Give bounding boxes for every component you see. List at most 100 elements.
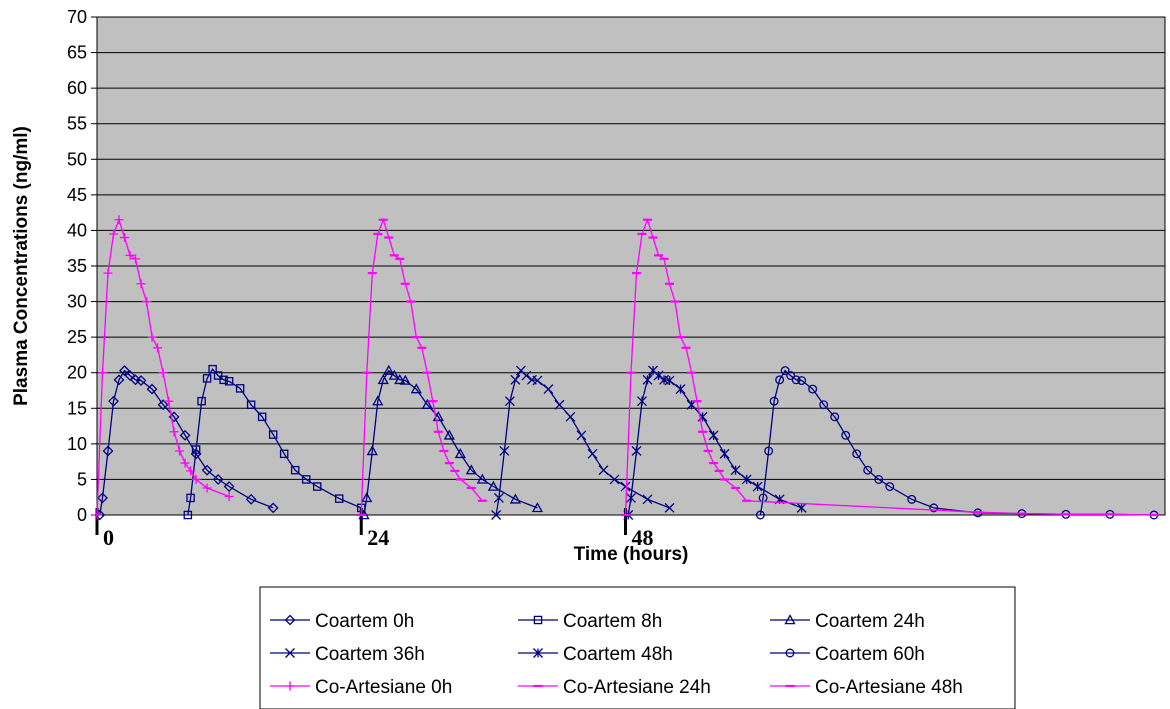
data-point <box>487 480 499 491</box>
data-point <box>784 614 796 625</box>
series-line <box>363 369 538 516</box>
data-point <box>443 429 455 440</box>
legend-label: Coartem 8h <box>563 611 662 632</box>
data-point <box>907 494 917 504</box>
series-line <box>99 369 274 516</box>
legend-label: Coartem 48h <box>563 644 673 665</box>
legend-item: Coartem 48h <box>518 644 673 665</box>
data-point <box>334 494 344 503</box>
legend-label: Coartem 0h <box>315 611 414 632</box>
data-point <box>290 465 300 475</box>
data-point <box>675 384 686 395</box>
data-point <box>201 464 213 476</box>
legend-label: Co-Artesiane 48h <box>815 677 963 698</box>
legend-item: Coartem 8h <box>518 611 662 632</box>
data-point <box>279 449 289 459</box>
data-point <box>267 502 279 514</box>
data-point <box>388 369 400 380</box>
series-8 <box>620 217 1159 517</box>
y-tick-label: 70 <box>67 7 87 27</box>
data-point <box>775 375 785 385</box>
data-point <box>885 482 895 492</box>
legend-item: Coartem 24h <box>770 611 925 632</box>
data-point <box>741 474 752 485</box>
y-tick-label: 35 <box>67 256 87 276</box>
data-point <box>197 396 206 406</box>
data-point <box>208 364 217 374</box>
data-point <box>399 374 411 385</box>
data-point <box>103 268 113 278</box>
data-point <box>504 396 515 407</box>
y-tick-label: 5 <box>77 469 87 489</box>
data-point <box>180 458 190 468</box>
series-7 <box>356 217 487 517</box>
data-point <box>730 465 741 476</box>
data-point <box>531 502 544 513</box>
data-point <box>808 384 818 394</box>
data-point <box>626 492 636 503</box>
series-6 <box>92 215 234 520</box>
legend-label: Co-Artesiane 24h <box>563 677 711 698</box>
data-point <box>202 483 212 493</box>
data-point <box>191 445 201 454</box>
data-point <box>257 412 267 422</box>
y-tick-label: 25 <box>67 327 87 347</box>
data-point <box>158 368 168 378</box>
data-point <box>620 481 631 492</box>
legend-box <box>259 586 1016 709</box>
data-point <box>109 229 119 239</box>
data-point <box>576 430 587 441</box>
data-point <box>841 430 851 440</box>
gridlines <box>97 52 1165 480</box>
data-point <box>246 400 256 409</box>
series-3 <box>491 365 675 520</box>
data-point <box>664 375 675 386</box>
data-point <box>114 215 124 225</box>
y-tick-label: 10 <box>67 434 87 454</box>
y-tick-label: 60 <box>67 78 87 98</box>
data-point <box>499 446 510 456</box>
data-point <box>780 366 790 376</box>
data-point <box>186 493 195 503</box>
data-point <box>213 371 223 380</box>
data-point <box>124 370 136 381</box>
data-point <box>245 493 257 505</box>
data-point <box>493 492 504 503</box>
legend-item: Coartem 0h <box>270 611 414 632</box>
data-point <box>284 614 296 626</box>
data-point <box>533 648 543 658</box>
data-point <box>153 343 163 353</box>
legend-label: Coartem 24h <box>815 611 925 632</box>
data-point <box>142 297 152 307</box>
data-point <box>852 449 862 459</box>
legend-label: Co-Artesiane 0h <box>315 677 452 698</box>
data-point <box>164 396 174 406</box>
data-point <box>708 430 719 441</box>
series-1 <box>183 364 366 520</box>
data-point <box>830 412 840 422</box>
legend-item: Co-Artesiane 0h <box>270 677 452 698</box>
x-dose-label: 24 <box>367 525 389 550</box>
data-point <box>135 375 147 386</box>
y-tick-label: 15 <box>67 398 87 418</box>
data-point <box>285 681 295 691</box>
data-point <box>98 368 108 378</box>
series-0 <box>94 365 279 521</box>
data-point <box>191 474 201 484</box>
data-point <box>410 383 422 394</box>
data-point <box>491 510 502 520</box>
x-dose-label: 0 <box>103 525 114 550</box>
data-point <box>92 510 102 520</box>
data-point <box>119 365 130 376</box>
data-point <box>301 475 311 484</box>
data-point <box>796 502 807 513</box>
data-point <box>587 448 598 459</box>
data-point <box>637 396 647 407</box>
data-point <box>157 399 169 411</box>
data-point <box>609 474 620 485</box>
data-point <box>394 373 406 385</box>
data-point <box>113 374 125 386</box>
x-dose-label: 48 <box>631 525 653 550</box>
data-point <box>533 615 543 625</box>
data-point <box>454 447 466 459</box>
